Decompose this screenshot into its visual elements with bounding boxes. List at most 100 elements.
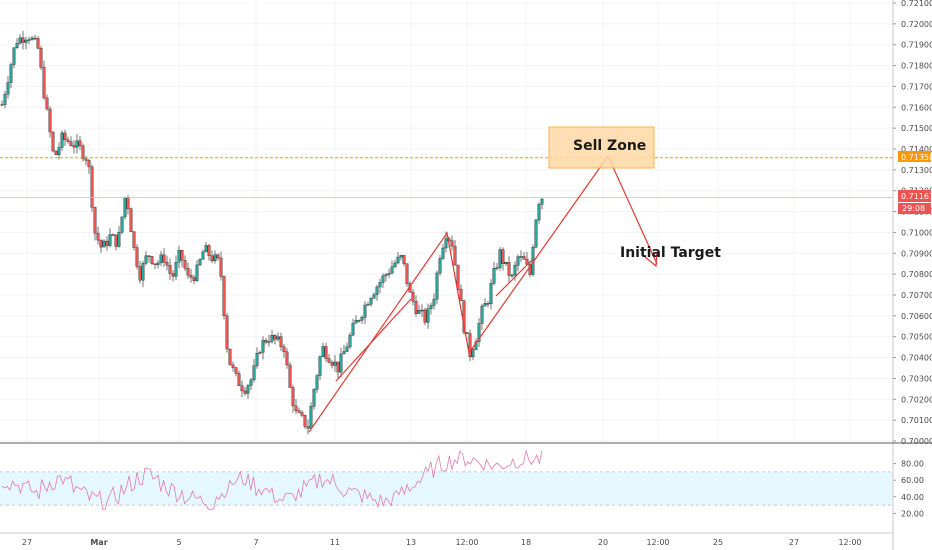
- candle-body: [90, 166, 94, 208]
- candle: [537, 202, 541, 224]
- candle: [228, 348, 232, 366]
- candle: [492, 261, 496, 286]
- time-axis[interactable]: 27 Mar 5 7 11 13 12:00 18 20 12:00 25 27 12:00: [0, 532, 893, 547]
- candle-body: [243, 390, 247, 394]
- candle-body: [147, 255, 151, 257]
- candle: [276, 332, 280, 342]
- candle-body: [342, 351, 346, 355]
- candle-body: [51, 131, 55, 152]
- candle-body: [375, 286, 379, 295]
- candle-body: [159, 254, 163, 264]
- candle-body: [327, 358, 331, 363]
- candle-body: [135, 247, 139, 267]
- candle-body: [114, 234, 118, 247]
- candle: [423, 307, 427, 326]
- candle: [309, 402, 313, 429]
- candle-body: [339, 353, 343, 373]
- candle: [138, 261, 142, 284]
- candle-body: [99, 239, 103, 248]
- candle: [405, 263, 409, 287]
- candle: [369, 297, 373, 307]
- candle-body: [324, 346, 328, 359]
- price-tick-label: 0.70000: [901, 437, 932, 446]
- candle: [198, 258, 202, 267]
- target-arrow-head: [644, 251, 658, 268]
- oscillator-pane: 80.00 60.00 40.00 20.00: [0, 450, 924, 518]
- candle-body: [234, 367, 238, 374]
- candle-body: [534, 219, 538, 248]
- candle: [450, 235, 454, 251]
- candle-body: [69, 141, 73, 146]
- candle-body: [204, 245, 208, 253]
- candle: [150, 255, 154, 266]
- candle-body: [12, 47, 16, 65]
- candle: [72, 140, 76, 154]
- candle-body: [153, 263, 157, 266]
- candle-body: [72, 145, 76, 148]
- candle: [111, 233, 115, 236]
- candle: [234, 366, 238, 377]
- candle: [147, 255, 151, 263]
- oscillator-tick-label: 60.00: [901, 476, 924, 485]
- candle: [225, 312, 229, 353]
- candle-body: [138, 266, 142, 281]
- candle: [402, 254, 406, 267]
- price-tick-label: 0.72100: [901, 0, 932, 8]
- candle: [171, 269, 175, 282]
- sell-zone[interactable]: Sell Zone: [548, 126, 655, 169]
- candle: [240, 380, 244, 398]
- candle: [366, 301, 370, 306]
- candle: [135, 244, 139, 270]
- candle-body: [117, 232, 121, 247]
- candle-body: [477, 323, 481, 343]
- candle: [183, 255, 187, 272]
- time-tick-label: 12:00: [646, 538, 669, 547]
- candle-body: [36, 38, 40, 49]
- candle: [438, 255, 442, 276]
- candle-body: [393, 262, 397, 268]
- candle-body: [48, 108, 52, 133]
- candle: [489, 279, 493, 310]
- candle: [90, 164, 94, 212]
- candle-body: [171, 273, 175, 277]
- candle-body: [96, 232, 100, 241]
- candle: [312, 388, 316, 410]
- candle-body: [270, 334, 274, 342]
- candle-body: [372, 294, 376, 299]
- candle: [54, 150, 58, 156]
- candle: [60, 130, 64, 151]
- candle-body: [144, 255, 148, 264]
- candle-body: [318, 356, 322, 376]
- oscillator-line: [1, 450, 543, 511]
- candle: [360, 315, 364, 324]
- candle-body: [360, 317, 364, 321]
- candle: [165, 255, 169, 271]
- candle-body: [42, 67, 46, 99]
- price-tick-label: 0.70400: [901, 354, 932, 363]
- candle: [117, 226, 121, 248]
- candle: [204, 241, 208, 253]
- candle: [207, 244, 211, 261]
- candle-body: [180, 250, 184, 261]
- candle: [189, 268, 193, 283]
- candle-body: [21, 37, 25, 43]
- candle: [417, 304, 421, 315]
- candle-body: [420, 309, 424, 312]
- candle-body: [66, 139, 70, 142]
- candle-body: [309, 405, 313, 429]
- candle-body: [432, 298, 436, 306]
- candle-body: [6, 82, 10, 95]
- price-tick-label: 0.70600: [901, 312, 932, 321]
- candle: [63, 129, 67, 146]
- candle-body: [111, 234, 115, 236]
- candle-body: [105, 240, 109, 246]
- candle: [291, 384, 295, 413]
- candle: [321, 342, 325, 358]
- candle: [441, 244, 445, 261]
- candle-body: [27, 39, 31, 41]
- candle-body: [312, 389, 316, 407]
- candle: [96, 226, 100, 245]
- candles: [0, 30, 544, 435]
- candle: [258, 350, 262, 355]
